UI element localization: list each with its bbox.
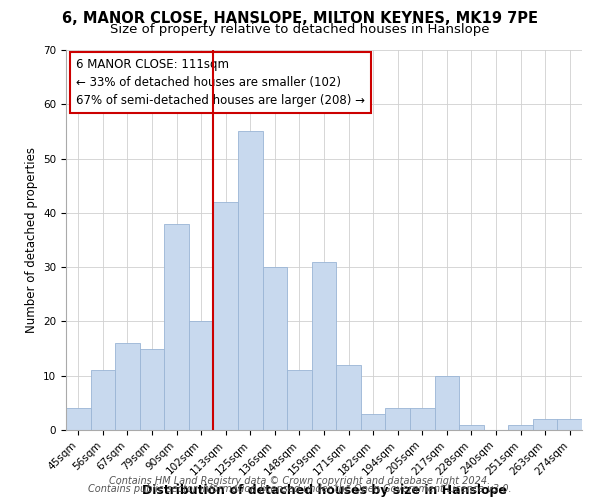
X-axis label: Distribution of detached houses by size in Hanslope: Distribution of detached houses by size …	[142, 484, 506, 496]
Text: Contains public sector information licensed under the Open Government Licence v3: Contains public sector information licen…	[88, 484, 512, 494]
Bar	[557, 419, 582, 430]
Text: Contains HM Land Registry data © Crown copyright and database right 2024.: Contains HM Land Registry data © Crown c…	[109, 476, 491, 486]
Bar	[66, 408, 91, 430]
Bar	[385, 408, 410, 430]
Bar	[312, 262, 336, 430]
Bar	[361, 414, 385, 430]
Bar	[263, 267, 287, 430]
Bar	[336, 365, 361, 430]
Bar	[189, 322, 214, 430]
Text: Size of property relative to detached houses in Hanslope: Size of property relative to detached ho…	[110, 22, 490, 36]
Bar	[164, 224, 189, 430]
Bar	[115, 343, 140, 430]
Bar	[238, 132, 263, 430]
Bar	[287, 370, 312, 430]
Bar	[214, 202, 238, 430]
Bar	[508, 424, 533, 430]
Bar	[434, 376, 459, 430]
Bar	[91, 370, 115, 430]
Y-axis label: Number of detached properties: Number of detached properties	[25, 147, 38, 333]
Bar	[410, 408, 434, 430]
Bar	[459, 424, 484, 430]
Bar	[140, 348, 164, 430]
Bar	[533, 419, 557, 430]
Text: 6 MANOR CLOSE: 111sqm
← 33% of detached houses are smaller (102)
67% of semi-det: 6 MANOR CLOSE: 111sqm ← 33% of detached …	[76, 58, 365, 106]
Text: 6, MANOR CLOSE, HANSLOPE, MILTON KEYNES, MK19 7PE: 6, MANOR CLOSE, HANSLOPE, MILTON KEYNES,…	[62, 11, 538, 26]
